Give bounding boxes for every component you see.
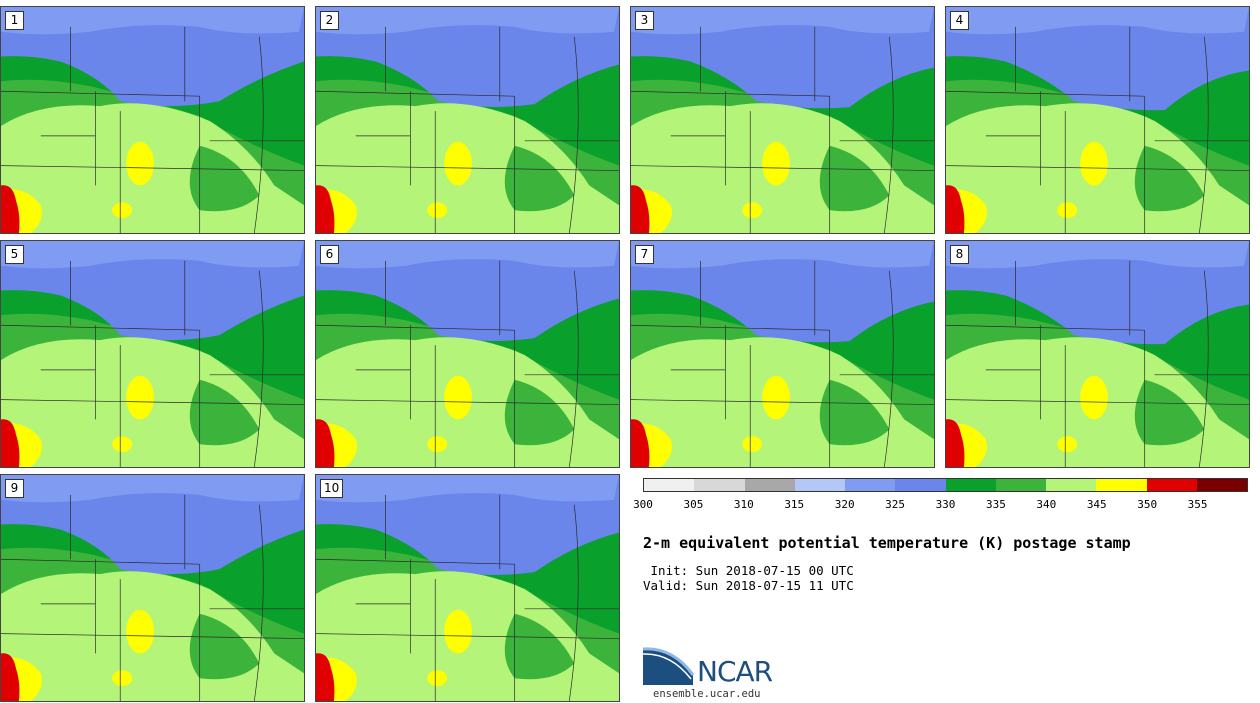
theta-e-map — [316, 241, 619, 467]
ensemble-member-panel-2: 2 — [315, 6, 620, 234]
ensemble-member-panel-3: 3 — [630, 6, 935, 234]
colorbar — [643, 478, 1248, 492]
colorbar-tick-label: 320 — [834, 498, 855, 511]
theta-e-map — [1, 7, 304, 233]
theta-e-map — [946, 7, 1249, 233]
colorbar-tick-label: 350 — [1137, 498, 1158, 511]
ensemble-member-panel-8: 8 — [945, 240, 1250, 468]
theta-e-map — [316, 7, 619, 233]
ensemble-member-panel-10: 10 — [315, 474, 620, 702]
figure-title: 2-m equivalent potential temperature (K)… — [643, 534, 1131, 552]
theta-e-map — [631, 7, 934, 233]
site-url: ensemble.ucar.edu — [653, 688, 761, 700]
colorbar-tick-label: 300 — [633, 498, 653, 511]
member-number-label: 7 — [635, 245, 654, 264]
colorbar-cell — [1196, 479, 1247, 491]
ensemble-member-panel-1: 1 — [0, 6, 305, 234]
theta-e-map — [316, 475, 619, 701]
colorbar-tick-label: 335 — [985, 498, 1006, 511]
colorbar-tick-label: 310 — [733, 498, 754, 511]
colorbar-tick-label: 345 — [1086, 498, 1107, 511]
colorbar-tick-label: 340 — [1036, 498, 1057, 511]
valid-time: Valid: Sun 2018-07-15 11 UTC — [643, 578, 854, 593]
init-time: Init: Sun 2018-07-15 00 UTC — [643, 563, 854, 578]
colorbar-cell — [694, 479, 745, 491]
ensemble-member-panel-9: 9 — [0, 474, 305, 702]
theta-e-map — [1, 475, 304, 701]
colorbar-cell — [744, 479, 795, 491]
theta-e-map — [631, 241, 934, 467]
colorbar-cell — [644, 479, 695, 491]
member-number-label: 2 — [320, 11, 339, 30]
ncar-logo-text: NCAR — [697, 655, 773, 688]
ensemble-member-panel-6: 6 — [315, 240, 620, 468]
colorbar-tick-label: 315 — [784, 498, 805, 511]
ensemble-member-panel-4: 4 — [945, 6, 1250, 234]
member-number-label: 3 — [635, 11, 654, 30]
member-number-label: 9 — [5, 479, 24, 498]
colorbar-tick-label: 330 — [935, 498, 956, 511]
colorbar-cell — [794, 479, 845, 491]
colorbar-tick-label: 355 — [1187, 498, 1208, 511]
colorbar-ticks: 300 305 310 315 320 325 330 335 340 345 350 355 — [633, 498, 1248, 512]
colorbar-cell — [895, 479, 946, 491]
member-number-label: 4 — [950, 11, 969, 30]
colorbar-cell — [995, 479, 1046, 491]
theta-e-map — [946, 241, 1249, 467]
member-number-label: 8 — [950, 245, 969, 264]
member-number-label: 10 — [320, 479, 344, 498]
colorbar-tick-label: 305 — [683, 498, 704, 511]
ensemble-member-panel-5: 5 — [0, 240, 305, 468]
ncar-logo-icon — [643, 647, 695, 685]
colorbar-cell — [1096, 479, 1147, 491]
theta-e-map — [1, 241, 304, 467]
colorbar-tick-label: 325 — [885, 498, 906, 511]
colorbar-cell — [1046, 479, 1097, 491]
colorbar-cell — [845, 479, 896, 491]
ensemble-member-panel-7: 7 — [630, 240, 935, 468]
colorbar-cell — [1146, 479, 1197, 491]
member-number-label: 1 — [5, 11, 24, 30]
colorbar-cell — [945, 479, 996, 491]
member-number-label: 5 — [5, 245, 24, 264]
member-number-label: 6 — [320, 245, 339, 264]
